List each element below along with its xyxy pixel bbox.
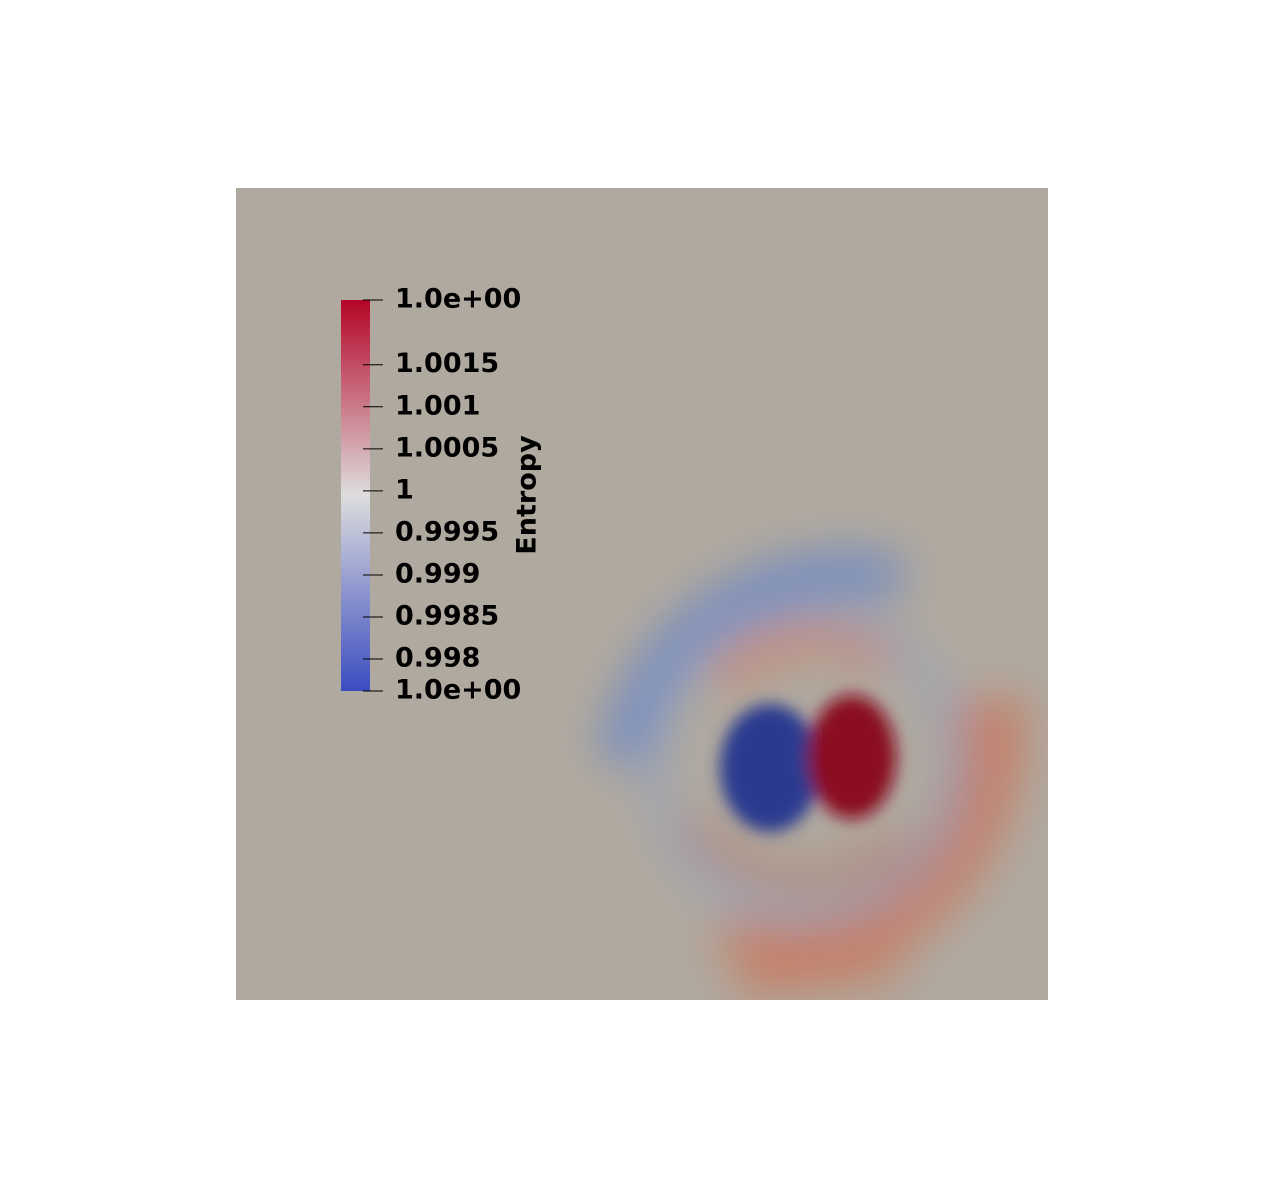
color-bar: [341, 300, 370, 691]
tick-label: 1: [395, 474, 414, 505]
tick-label: 1.0005: [395, 432, 499, 463]
color-legend: Entropy 1.0e+000.9980.99850.9990.999511.…: [341, 284, 543, 706]
tick-label: 1.0e+00: [395, 675, 521, 706]
tick-label: 0.9985: [395, 601, 499, 632]
legend-title: Entropy: [512, 435, 543, 555]
tick-label: 0.9995: [395, 516, 499, 547]
tick-label: 1.001: [395, 390, 480, 421]
field: [236, 188, 1048, 1000]
tick-label: 0.999: [395, 558, 480, 589]
tick-label: 1.0e+00: [395, 284, 521, 315]
tick-label: 0.998: [395, 643, 480, 674]
tick-label: 1.0015: [395, 348, 499, 379]
